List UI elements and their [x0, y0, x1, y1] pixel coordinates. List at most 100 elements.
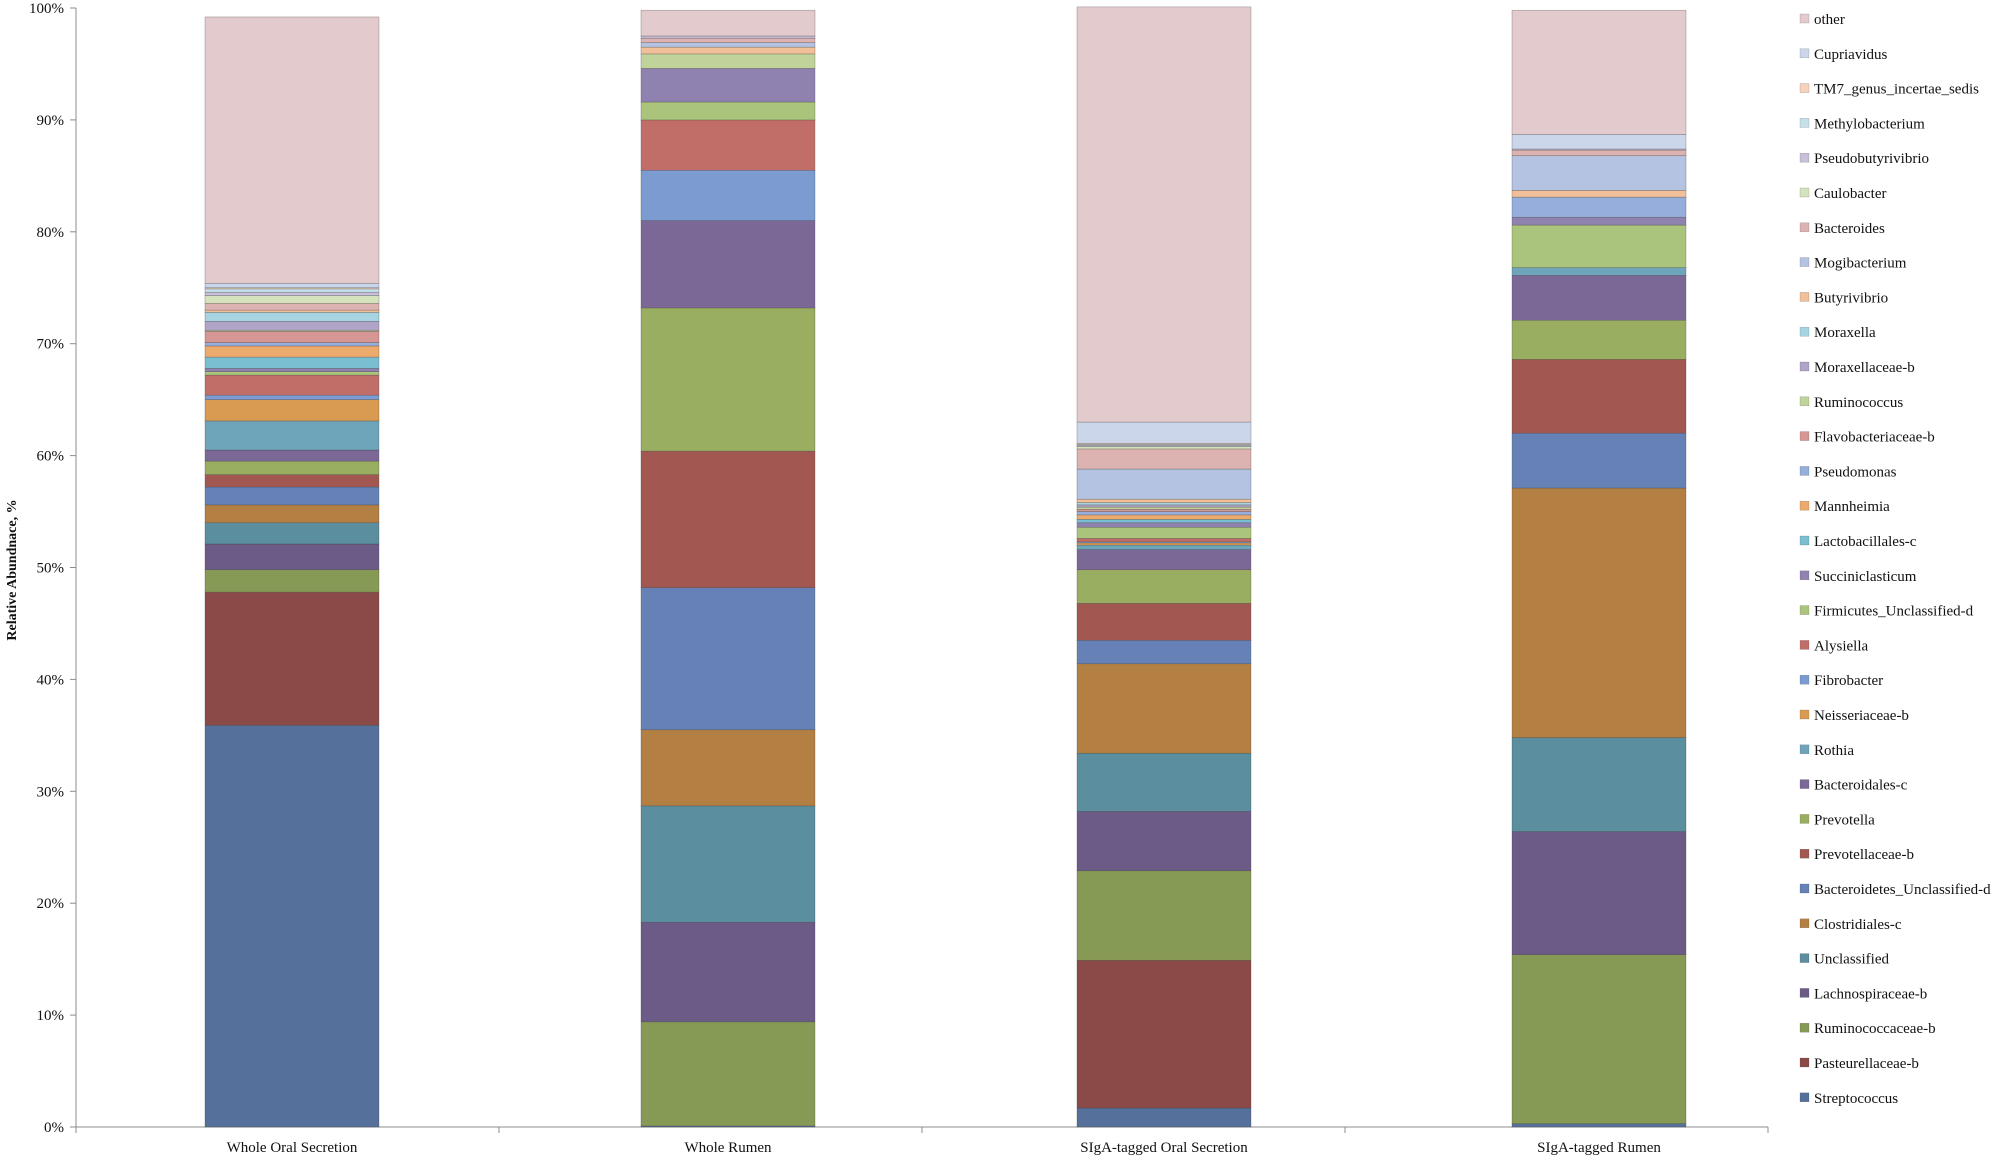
bar-segment-other [640, 9, 816, 37]
bar-segment-bacteroides [1076, 448, 1252, 470]
bar-segment-mannheimia [204, 345, 380, 358]
bar-segment-neisseriaceae-b [1076, 542, 1252, 546]
legend-item: Bacteroidetes_Unclassified-d [1799, 882, 1991, 898]
legend-item: Methylobacterium [1799, 116, 1925, 132]
legend-item: Neisseriaceae-b [1799, 708, 1909, 724]
bar-segment-lachnospiraceae-b [1076, 811, 1252, 872]
bar-segment-cupriavidus [1076, 421, 1252, 444]
bar-segment-pasteurellaceae-b [204, 591, 380, 726]
legend-label: Pseudobutyrivibrio [1814, 151, 1929, 167]
legend-item: Bacteroides [1799, 221, 1885, 237]
legend-swatch [1799, 1057, 1810, 1068]
bar-segment-succiniclasticum [1511, 216, 1687, 226]
bar-segment-lachnospiraceae-b [640, 921, 816, 1023]
legend-swatch [1799, 674, 1810, 685]
legend-label: Ruminococcus [1814, 395, 1903, 411]
bar-segment-flavobacteriaceae-b [1076, 509, 1252, 512]
legend-label: TM7_genus_incertae_sedis [1814, 82, 1979, 98]
legend-label: Moraxella [1814, 325, 1876, 341]
bar-segment-moraxellaceae-b [204, 321, 380, 331]
legend-swatch [1799, 292, 1810, 302]
bar-segment-caulobacter [1076, 446, 1252, 450]
bar-segment-bacteroides [204, 303, 380, 311]
bar-stack [1511, 9, 1687, 1128]
legend-label: Unclassified [1814, 952, 1889, 968]
bar-stack [640, 9, 816, 1128]
legend-label: Pseudomonas [1814, 464, 1897, 480]
legend-item: Mannheimia [1799, 499, 1890, 515]
y-axis-title-group: Relative Abundnace, % [5, 499, 20, 640]
bar-segment-mogibacterium [1511, 155, 1687, 191]
bar-segment-ruminococcaceae-b [1076, 870, 1252, 961]
y-tick-label: 100% [29, 1, 64, 17]
y-axis-title: Relative Abundnace, % [5, 499, 20, 640]
legend-item: Lachnospiraceae-b [1799, 986, 1927, 1002]
y-tick-label: 30% [37, 784, 65, 800]
legend-item: Cupriavidus [1799, 47, 1887, 63]
bar-segment-flavobacteriaceae-b [204, 331, 380, 343]
legend-label: Mogibacterium [1814, 256, 1907, 272]
legend-swatch [1799, 814, 1810, 824]
bar-segment-bacteroidales-c [640, 220, 816, 309]
legend-item: Unclassified [1799, 952, 1889, 968]
bar-segment-rothia [1511, 267, 1687, 276]
y-tick-label: 10% [37, 1008, 65, 1024]
legend-swatch [1799, 918, 1810, 929]
legend-swatch [1799, 396, 1810, 407]
bar-segment-prevotellaceae-b [1076, 603, 1252, 641]
bar-segment-cupriavidus [204, 282, 380, 289]
legend-swatch [1799, 500, 1810, 511]
legend-item: Pasteurellaceae-b [1799, 1056, 1919, 1072]
bar-segment-streptococcus [1076, 1107, 1252, 1128]
x-category-label: Whole Oral Secretion [227, 1140, 358, 1156]
legend-item: Pseudobutyrivibrio [1799, 151, 1929, 167]
legend-swatch [1799, 257, 1810, 267]
bar-segment-mogibacterium [1076, 468, 1252, 500]
bar-segment-firmicutes-unclassified-d [204, 371, 380, 376]
bar-segment-butyrivibrio [204, 309, 380, 313]
bar-segment-moraxella [204, 312, 380, 322]
bar-segment-fibrobacter [640, 169, 816, 221]
bar-segment-ruminococcus [1076, 506, 1252, 510]
bar-segment-streptococcus [204, 724, 380, 1128]
legend-item: Ruminococcaceae-b [1799, 1021, 1936, 1037]
legend-label: Succiniclasticum [1814, 569, 1917, 585]
bar-segment-neisseriaceae-b [204, 399, 380, 422]
bar-segment-alysiella [640, 119, 816, 171]
bar-segment-butyrivibrio [1076, 498, 1252, 503]
bar-segment-bacteroidales-c [1511, 275, 1687, 321]
bar-segment-prevotella [204, 460, 380, 475]
legend-label: Prevotellaceae-b [1814, 847, 1914, 863]
bar-segment-unclassified [204, 522, 380, 545]
bar-segment-lactobacillales-c [1076, 519, 1252, 524]
bar-segment-pseudobutyrivibrio [640, 35, 816, 39]
legend-swatch [1799, 605, 1810, 615]
bar-segment-firmicutes-unclassified-d [1511, 224, 1687, 268]
bar-segment-prevotella [1076, 569, 1252, 604]
y-tick-label: 90% [37, 113, 65, 129]
x-category-label: SIgA-tagged Rumen [1537, 1140, 1661, 1156]
legend-swatch [1799, 640, 1810, 650]
legend-label: Prevotella [1814, 812, 1875, 828]
bar-segment-butyrivibrio [640, 46, 816, 55]
bar-segment-prevotella [640, 307, 816, 452]
bar-segment-bacteroidetes-unclassified-d [1076, 639, 1252, 665]
bar-segment-bacteroides [1511, 149, 1687, 157]
legend-item: Bacteroidales-c [1799, 778, 1908, 794]
legend-item: Moraxella [1799, 325, 1876, 341]
bar-segment-ruminococcaceae-b [1511, 954, 1687, 1124]
bar-segment-caulobacter [204, 295, 380, 304]
bar-segment-ruminococcaceae-b [204, 569, 380, 593]
legend-item: Mogibacterium [1799, 256, 1907, 272]
bar-stack [204, 16, 380, 1128]
y-tick-label: 70% [37, 337, 65, 353]
legend-label: Alysiella [1814, 638, 1868, 654]
bar-segment-pseudomonas [204, 342, 380, 347]
bar-segment-succiniclasticum [1076, 522, 1252, 528]
x-category-label: SIgA-tagged Oral Secretion [1080, 1140, 1248, 1156]
legend-item: Ruminococcus [1799, 395, 1903, 411]
legend-swatch [1799, 326, 1810, 337]
bar-segment-pasteurellaceae-b [1076, 959, 1252, 1109]
bar-segment-fibrobacter [204, 394, 380, 400]
legend-item: Streptococcus [1799, 1091, 1898, 1107]
